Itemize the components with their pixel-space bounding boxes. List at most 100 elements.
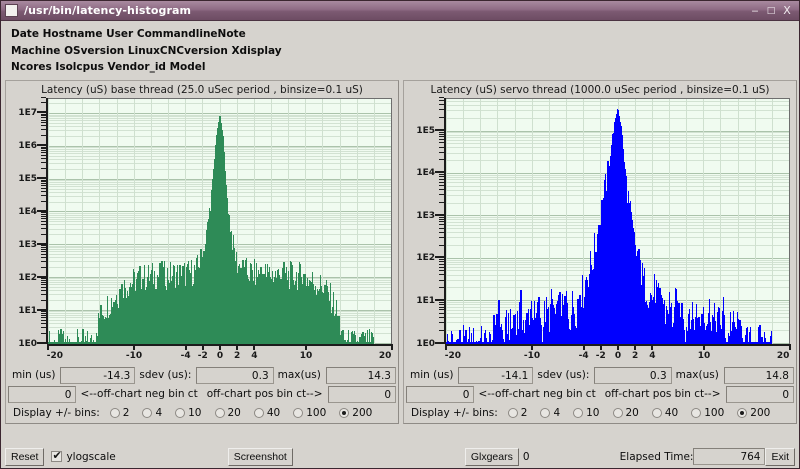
maximize-button[interactable]: □ xyxy=(766,5,776,16)
radio-icon[interactable] xyxy=(691,408,702,418)
bins-option-200[interactable]: 200 xyxy=(737,407,778,419)
histogram-bar xyxy=(470,333,472,344)
y-axis-tick xyxy=(439,244,444,246)
histogram-bar xyxy=(676,301,678,344)
histogram-bar xyxy=(481,325,483,344)
histogram-bar xyxy=(328,292,330,344)
histogram-bar xyxy=(188,260,190,344)
bins-option-label: 20 xyxy=(227,407,241,419)
y-axis-tick xyxy=(439,237,444,239)
max-value-base[interactable]: 14.3 xyxy=(325,366,396,384)
bins-option-100[interactable]: 100 xyxy=(691,407,732,419)
radio-icon[interactable] xyxy=(142,408,153,418)
bins-option-40[interactable]: 40 xyxy=(651,407,686,419)
histogram-bar xyxy=(467,338,470,344)
sdev-value-base[interactable]: 0.3 xyxy=(196,366,274,384)
histogram-bar xyxy=(526,312,528,344)
histogram-bar xyxy=(105,316,107,344)
y-axis-tick xyxy=(439,189,444,191)
ylogscale-checkbox[interactable] xyxy=(51,449,63,462)
radio-icon[interactable] xyxy=(253,408,264,418)
minimize-button[interactable]: ‒ xyxy=(751,4,759,17)
histogram-bar xyxy=(251,270,254,344)
bins-label-servo: Display +/- bins: xyxy=(411,407,498,419)
reset-button[interactable]: Reset xyxy=(5,447,45,466)
radio-icon[interactable] xyxy=(540,408,551,418)
min-value-servo[interactable]: -14.1 xyxy=(458,366,534,384)
y-axis-tick xyxy=(439,131,444,133)
elapsed-time-value[interactable]: 764 xyxy=(693,448,766,465)
max-value-servo[interactable]: 14.8 xyxy=(723,366,794,384)
y-axis-tick xyxy=(41,248,46,250)
bins-option-20[interactable]: 20 xyxy=(612,407,647,419)
bins-option-2[interactable]: 2 xyxy=(507,407,536,419)
radio-icon[interactable] xyxy=(573,408,584,418)
histogram-bar xyxy=(522,330,524,344)
min-value-base[interactable]: -14.3 xyxy=(60,366,136,384)
bins-option-200[interactable]: 200 xyxy=(339,407,380,419)
y-axis-tick xyxy=(41,314,46,316)
histogram-bar xyxy=(460,342,462,344)
histogram-bar xyxy=(68,341,70,344)
bins-option-10[interactable]: 10 xyxy=(175,407,209,419)
glxgears-button[interactable]: Glxgears xyxy=(464,447,519,466)
histogram-bar xyxy=(482,342,484,344)
histogram-bar xyxy=(743,342,745,344)
y-axis-tick-label: 1E7 xyxy=(18,108,37,119)
radio-icon[interactable] xyxy=(339,408,350,418)
y-axis-tick xyxy=(41,266,46,268)
offchart-pos-value-base[interactable]: 0 xyxy=(327,385,396,403)
offchart-neg-value-servo[interactable]: 0 xyxy=(406,385,475,403)
histogram-bar xyxy=(666,306,668,344)
histogram-bar xyxy=(220,123,222,344)
histogram-bar xyxy=(750,342,753,344)
x-axis-tick xyxy=(599,343,602,350)
radio-icon[interactable] xyxy=(737,408,748,418)
exit-button[interactable]: Exit xyxy=(765,447,795,466)
bins-option-20[interactable]: 20 xyxy=(214,407,249,419)
radio-icon[interactable] xyxy=(507,408,518,418)
bins-option-100[interactable]: 100 xyxy=(293,407,334,419)
bins-option-4[interactable]: 4 xyxy=(142,407,170,419)
histogram-bar xyxy=(204,255,206,344)
radio-icon[interactable] xyxy=(612,408,623,418)
histogram-bar xyxy=(120,301,122,344)
y-axis-tick-label: 1E0 xyxy=(18,338,37,349)
y-axis-tick xyxy=(41,299,46,301)
x-axis-tick xyxy=(789,343,791,350)
histogram-bar xyxy=(648,301,651,344)
histogram-bar xyxy=(339,334,341,344)
bins-option-label: 200 xyxy=(352,407,373,419)
radio-icon[interactable] xyxy=(175,408,186,418)
y-axis-tick xyxy=(41,281,46,283)
histogram-bar xyxy=(515,334,517,344)
grid-line-v xyxy=(771,98,773,344)
sdev-value-servo[interactable]: 0.3 xyxy=(594,366,672,384)
close-button[interactable]: X xyxy=(783,4,791,17)
offchart-neg-value-base[interactable]: 0 xyxy=(8,385,77,403)
radio-icon[interactable] xyxy=(651,408,662,418)
histogram-bar xyxy=(702,313,704,344)
bins-option-10[interactable]: 10 xyxy=(573,407,607,419)
bins-option-40[interactable]: 40 xyxy=(253,407,288,419)
screenshot-button[interactable]: Screenshot xyxy=(227,447,293,466)
radio-icon[interactable] xyxy=(109,408,120,418)
y-axis-tick-label: 1E1 xyxy=(416,295,435,306)
histogram-bar xyxy=(528,324,531,344)
radio-icon[interactable] xyxy=(293,408,304,418)
offchart-pos-value-servo[interactable]: 0 xyxy=(725,385,794,403)
bins-option-2[interactable]: 2 xyxy=(109,407,138,419)
histogram-bar xyxy=(153,271,155,344)
y-axis-tick xyxy=(435,256,444,259)
bins-option-4[interactable]: 4 xyxy=(540,407,568,419)
histogram-bar xyxy=(567,319,570,344)
histogram-bar xyxy=(74,342,76,344)
y-axis-tick xyxy=(41,261,46,263)
radio-icon[interactable] xyxy=(214,408,225,418)
y-axis-tick xyxy=(439,136,444,138)
histogram-bar xyxy=(233,248,235,344)
y-axis-line-base xyxy=(46,97,48,344)
histogram-bar xyxy=(462,342,464,344)
histogram-bar xyxy=(313,289,316,344)
histogram-bar xyxy=(683,326,685,344)
